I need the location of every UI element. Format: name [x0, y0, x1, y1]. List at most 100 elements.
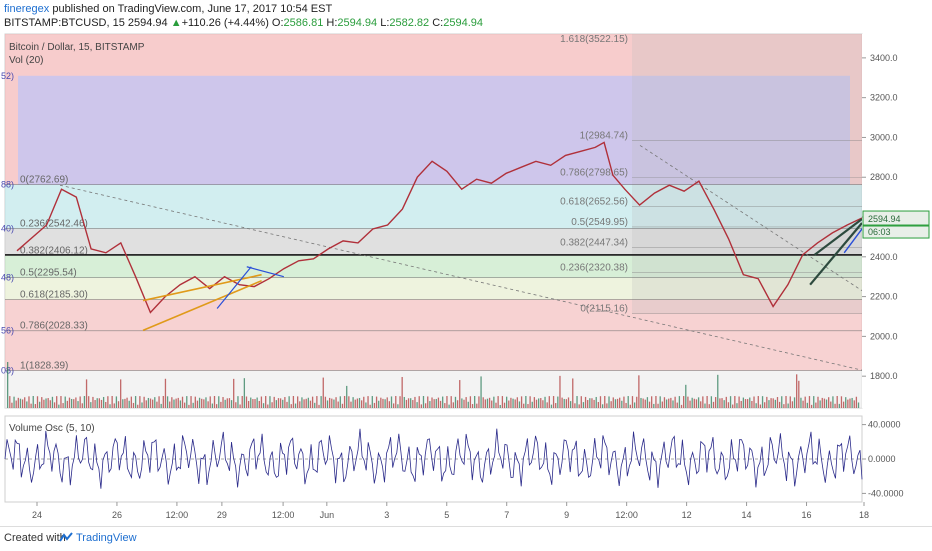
- ohlc-line: BITSTAMP:BTCUSD, 15 2594.94 ▲+110.26 (+4…: [4, 17, 483, 29]
- volume-bar: [164, 378, 167, 408]
- volume-bar: [601, 404, 604, 408]
- volume-bar: [823, 398, 826, 408]
- volume-bar: [107, 396, 109, 408]
- volume-bar: [41, 397, 43, 408]
- volume-bar: [531, 401, 533, 408]
- osc-tick-label: -40.0000: [868, 488, 904, 498]
- y-tick-label: 2200.0: [870, 292, 898, 302]
- volume-bar: [156, 401, 158, 408]
- x-tick-label: 3: [384, 510, 389, 520]
- volume-bar: [169, 401, 171, 408]
- volume-bar: [51, 396, 54, 408]
- volume-bar: [56, 396, 58, 408]
- volume-bar: [569, 401, 572, 408]
- volume-bar: [90, 402, 92, 408]
- osc-label: Volume Osc (5, 10): [9, 423, 95, 434]
- fib-right-label: 0.236(2320.38): [560, 263, 628, 274]
- volume-bar: [324, 396, 327, 408]
- volume-bar: [463, 399, 465, 408]
- fib-cut-label: 56): [1, 326, 14, 336]
- price-pane[interactable]: 0(2762.69) 0.236(2542.46) 0.382(2406.12) 0.…: [1, 33, 932, 409]
- x-tick-label: 5: [444, 510, 449, 520]
- volume-bar: [435, 398, 437, 408]
- volume-bar: [459, 380, 461, 408]
- volume-bar: [371, 396, 373, 408]
- volume-bar: [201, 398, 203, 408]
- dark-trendline: [813, 218, 863, 256]
- volume-bar: [847, 399, 849, 408]
- volume-bar: [79, 396, 81, 408]
- volume-bar: [26, 401, 28, 408]
- volume-bar: [729, 396, 732, 408]
- volume-bar: [612, 397, 614, 408]
- open-label: O:: [271, 17, 284, 29]
- volume-bar: [791, 401, 794, 408]
- volume-bar: [518, 401, 521, 408]
- volume-bar: [680, 404, 683, 408]
- volume-bar: [113, 403, 115, 408]
- volume-bar: [567, 397, 570, 408]
- volume-bar: [226, 398, 228, 408]
- pane-title: Bitcoin / Dollar, 15, BITSTAMP: [9, 42, 145, 53]
- x-tick-label: 16: [802, 510, 812, 520]
- volume-bar: [58, 404, 60, 408]
- volume-bar: [670, 397, 672, 408]
- osc-tick-label: 40.0000: [868, 420, 901, 430]
- volume-bar: [73, 399, 75, 408]
- volume-bar: [604, 396, 606, 408]
- volume-bar: [582, 402, 585, 408]
- volume-bar: [742, 397, 745, 408]
- volume-bar: [373, 402, 376, 408]
- volume-bar: [326, 400, 329, 408]
- volume-bar: [162, 396, 164, 408]
- chart-area[interactable]: 0(2762.69) 0.236(2542.46) 0.382(2406.12) 0.…: [0, 30, 932, 526]
- volume-bar: [85, 379, 88, 408]
- volume-bar: [245, 396, 248, 408]
- volume-bar: [416, 402, 418, 408]
- volume-bar: [702, 396, 704, 408]
- volume-bar: [793, 397, 796, 408]
- volume-bar: [828, 397, 830, 408]
- volume-bar: [508, 400, 510, 408]
- dashed-trend: [639, 145, 863, 291]
- volume-bar: [535, 399, 538, 408]
- volume-bar: [88, 396, 90, 408]
- volume-bar: [655, 396, 657, 408]
- volume-bar: [493, 396, 495, 408]
- volume-bar: [105, 402, 107, 408]
- volume-bar: [311, 396, 314, 408]
- volume-bar: [395, 396, 397, 408]
- volume-bar: [181, 396, 184, 408]
- volume-bar: [252, 399, 254, 408]
- volume-bar: [503, 402, 506, 408]
- volume-bar: [721, 398, 723, 408]
- volume-bar: [126, 397, 128, 408]
- tradingview-link[interactable]: TradingView: [76, 532, 137, 544]
- x-tick-label: 12:00: [615, 510, 638, 520]
- volume-bar: [836, 396, 838, 408]
- volume-bar: [297, 396, 299, 408]
- volume-bar: [352, 397, 354, 408]
- volume-bar: [134, 396, 137, 408]
- fib-right-label: 0.382(2447.34): [560, 237, 628, 248]
- volume-bar: [606, 403, 608, 408]
- volume-bar: [693, 398, 695, 408]
- volume-bar: [329, 397, 331, 408]
- author-link[interactable]: fineregex: [4, 3, 50, 15]
- volume-bar: [288, 396, 290, 408]
- fib-cut-label: 48): [1, 273, 14, 283]
- x-tick-label: 24: [32, 510, 42, 520]
- volume-bar: [578, 404, 580, 408]
- y-tick-label: 2000.0: [870, 331, 898, 341]
- volume-bar: [128, 400, 130, 408]
- volume-bar: [262, 403, 265, 408]
- volume-bar: [269, 396, 271, 408]
- volume-bar: [192, 402, 194, 408]
- volume-bar: [367, 396, 369, 408]
- volume-bar: [218, 396, 220, 408]
- volume-bar: [237, 396, 239, 408]
- countdown-tag: [862, 225, 930, 239]
- volume-bar: [354, 399, 356, 408]
- volume-bar: [160, 403, 162, 408]
- oscillator-pane[interactable]: 40.0000 0.0000 -40.0000 24 26 12:00 29 12:00 Jun…: [4, 415, 904, 520]
